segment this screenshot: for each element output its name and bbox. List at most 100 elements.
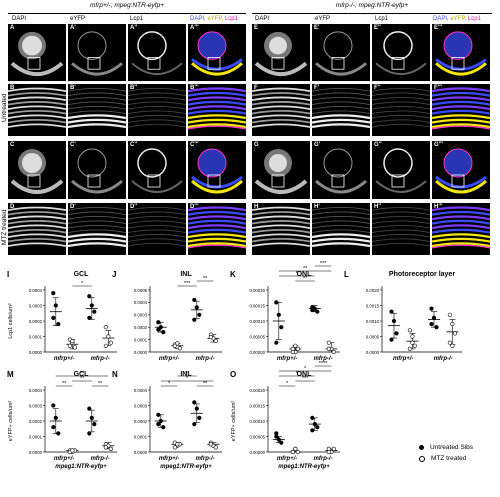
data-point <box>326 346 331 352</box>
data-point <box>175 341 180 346</box>
panel-letter: E''' <box>434 25 443 31</box>
significance-label: ** <box>185 371 190 377</box>
y-tick-label: 0.0005 <box>366 334 380 339</box>
y-tick-label: 0.0005 <box>134 288 148 293</box>
genotype-header-left: mfrp+/-; mpeg:NTR-eyfp+ <box>8 2 246 14</box>
data-point <box>194 406 199 411</box>
y-tick-label: 0.0004 <box>29 388 43 393</box>
significance-label: * <box>286 381 289 387</box>
significance-label: ** <box>80 371 85 377</box>
data-point <box>213 338 218 343</box>
panel-letter: B''' <box>190 85 199 91</box>
significance-label: * <box>168 381 171 387</box>
data-point <box>172 343 177 348</box>
x-category-label: mfrp+/- <box>277 356 298 362</box>
data-point <box>389 337 394 342</box>
panel-letter: D' <box>70 204 76 210</box>
x-category-label: mfrp+/- <box>277 456 298 462</box>
data-point <box>156 412 161 417</box>
micrograph-panel: F''' <box>432 84 490 136</box>
micrograph-panel: A''' <box>188 24 246 81</box>
micrograph-panel: E' <box>312 24 370 81</box>
y-tick-label: 0.0004 <box>134 300 148 305</box>
y-tick-label: 0.0004 <box>134 388 148 393</box>
panel-letter: A' <box>70 25 76 31</box>
data-point <box>70 448 75 453</box>
panel-letter: A <box>10 25 15 31</box>
y-tick-label: 0.00005 <box>249 434 265 439</box>
panel-letter: G' <box>314 142 321 148</box>
micrograph-panel: H <box>252 203 310 255</box>
x-category-label: mfrp+/- <box>393 356 414 362</box>
data-point <box>72 345 77 350</box>
panel-letter: F <box>254 85 258 91</box>
y-tick-label: 0.00020 <box>249 288 265 293</box>
x-category-label: mfrp-/- <box>434 356 453 362</box>
micrograph-panel: C' <box>68 141 126 199</box>
significance-label: * <box>186 376 189 382</box>
data-point <box>410 340 415 345</box>
data-point <box>51 403 56 408</box>
data-point <box>276 312 281 317</box>
data-point <box>276 437 281 442</box>
data-point <box>56 431 61 436</box>
panel-letter: H <box>254 204 259 210</box>
panel-letter: F''' <box>434 85 442 91</box>
significance-label: * <box>296 271 299 277</box>
micrograph-panel: C''' <box>188 141 246 199</box>
y-tick-label: 0.00000 <box>249 350 265 355</box>
y-tick-label: 0.00010 <box>249 319 265 324</box>
col-header-eyfp-left: eYFP <box>70 16 86 22</box>
micrograph-panel: B''' <box>188 84 246 136</box>
y-tick-label: 0.0020 <box>366 288 380 293</box>
merge-dapi-label: DAPI, <box>190 16 206 22</box>
chart-title: INL <box>180 371 192 378</box>
micrograph-panel: C'' <box>128 141 186 199</box>
data-point <box>92 309 97 314</box>
data-point <box>106 334 111 339</box>
y-tick-label: 0.0002 <box>29 319 43 324</box>
panel-letter: C' <box>70 142 76 148</box>
data-point <box>326 340 331 345</box>
data-point <box>89 415 94 421</box>
micrograph-panel: B' <box>68 84 126 136</box>
y-tick-label: 0.00000 <box>249 450 265 455</box>
col-header-merge-right: DAPI, eYFP, Lcp1 <box>433 16 481 22</box>
x-category-label: mfrp-/- <box>196 356 215 362</box>
panel-letter: D''' <box>190 204 199 210</box>
significance-label: * <box>81 281 84 287</box>
data-point <box>208 442 213 447</box>
data-point <box>429 322 434 327</box>
col-header-eyfp-right: eYFP <box>315 16 331 22</box>
data-point <box>279 440 284 445</box>
merge-lcp1-label: Lcp1 <box>467 16 481 22</box>
data-point <box>452 331 458 336</box>
significance-label: ** <box>303 276 308 282</box>
data-point <box>407 328 413 333</box>
data-point <box>450 343 455 348</box>
filled-circle-icon <box>419 445 424 450</box>
data-point <box>295 449 300 455</box>
data-point <box>108 446 113 452</box>
panel-letter: D'' <box>130 204 138 210</box>
data-point <box>315 425 320 430</box>
col-header-dapi-right: DAPI <box>255 16 270 22</box>
chart-title: GCL <box>74 371 90 378</box>
y-tick-label: 0.0001 <box>29 434 43 439</box>
data-point <box>70 339 75 344</box>
panel-letter: B <box>10 85 15 91</box>
legend-label-untreated: Untreated Sibs <box>430 444 473 451</box>
x-category-label: mfrp+/- <box>159 356 180 362</box>
chart-title: ONL <box>297 371 313 378</box>
chart-title: INL <box>180 271 192 278</box>
micrograph-panel: B <box>8 84 66 136</box>
y-tick-label: 0.0000 <box>134 450 148 455</box>
panel-letter: K <box>230 270 236 279</box>
data-point <box>310 428 315 433</box>
data-point <box>175 442 180 447</box>
data-point <box>310 415 315 421</box>
micrograph-panel: D''' <box>188 203 246 255</box>
data-point <box>290 449 295 455</box>
panel-letter: C''' <box>190 142 199 148</box>
micrograph-panel: H' <box>312 203 370 255</box>
